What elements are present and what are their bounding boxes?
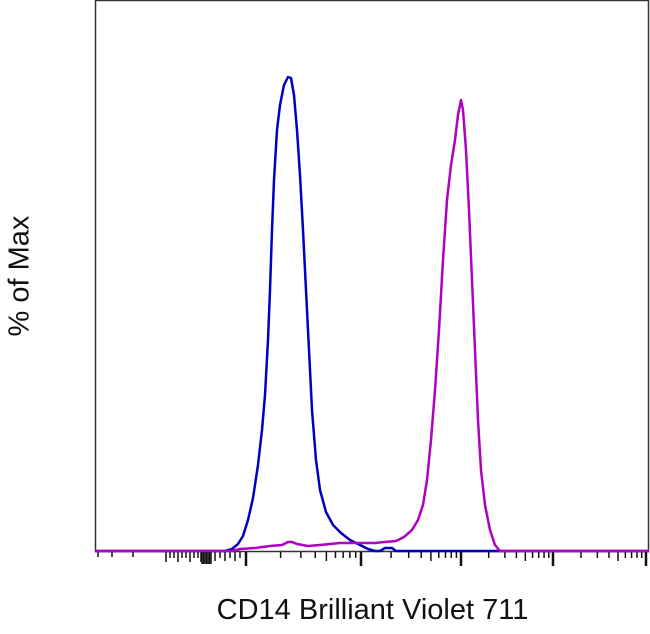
x-axis-ticks [97, 552, 648, 566]
y-axis-label-container: % of Max [0, 0, 40, 551]
histogram-series [95, 75, 649, 553]
y-axis-label: % of Max [3, 215, 36, 336]
series-line-control [95, 75, 649, 553]
x-axis-label: CD14 Brilliant Violet 711 [216, 594, 529, 626]
series-line-stained [95, 98, 649, 553]
plot-frame [94, 0, 650, 553]
